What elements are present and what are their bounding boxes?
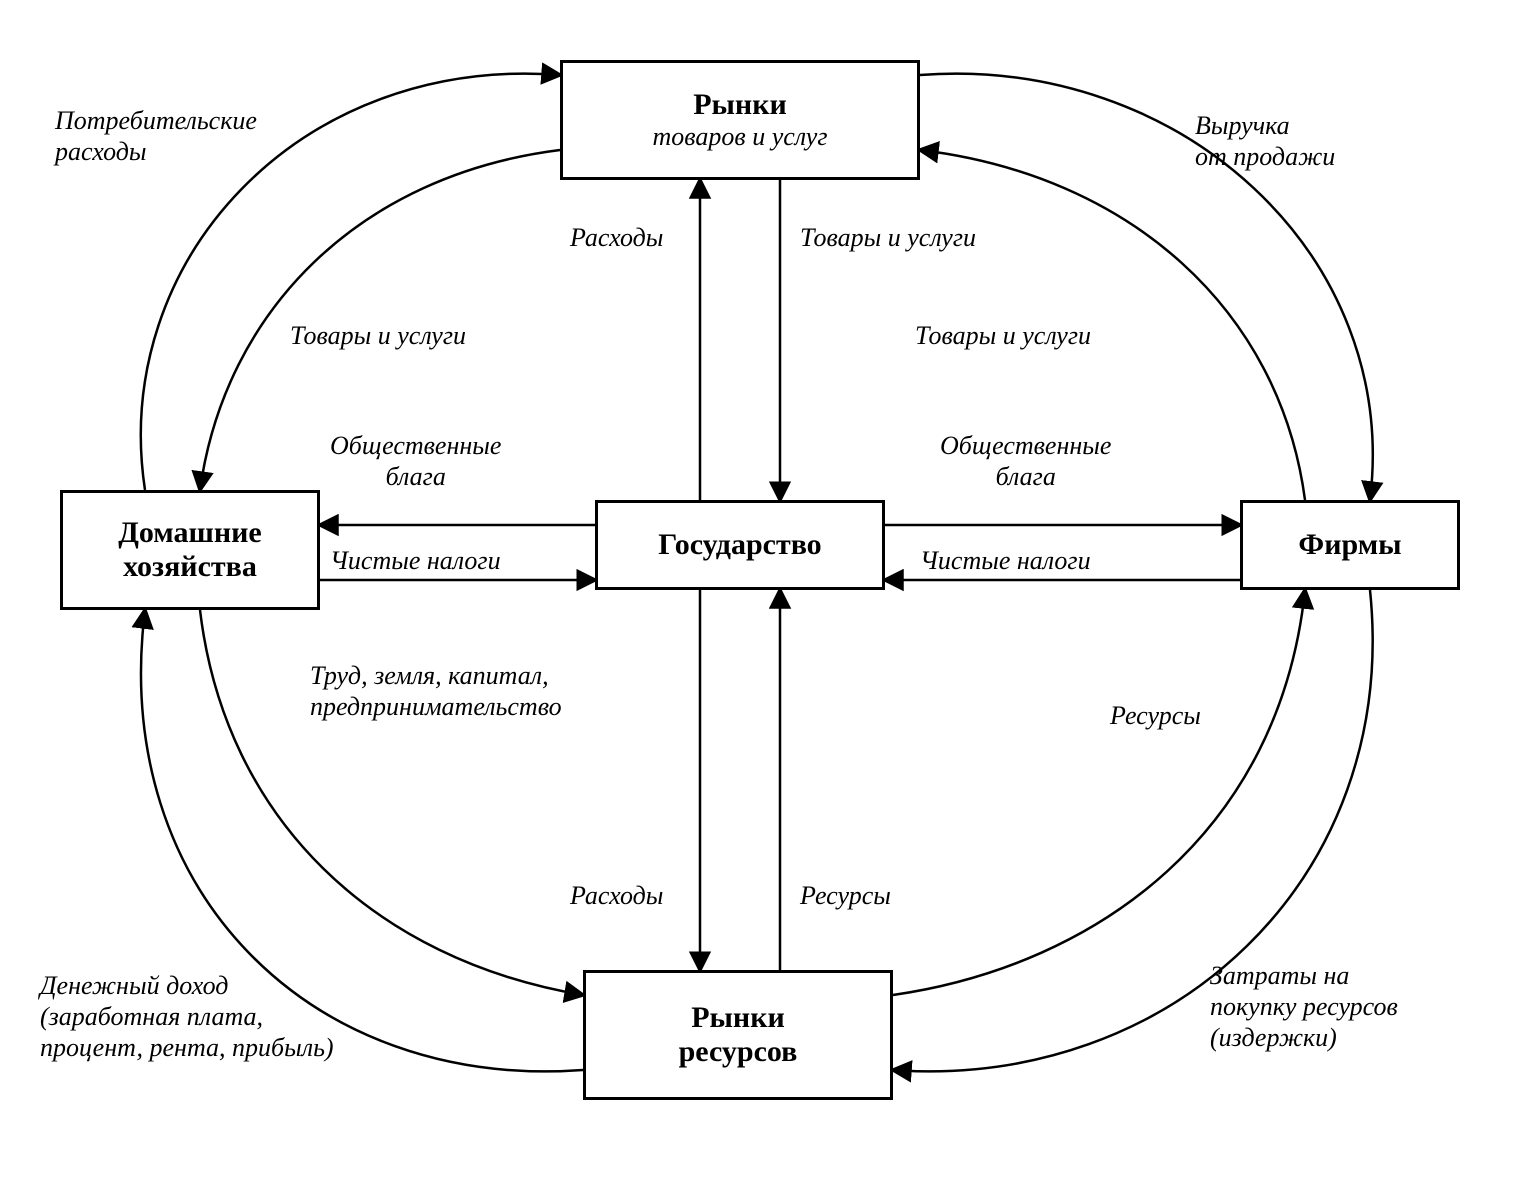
node-state: Государство (595, 500, 885, 590)
label-resources-bottom: Ресурсы (800, 880, 891, 911)
node-households: Домашние хозяйства (60, 490, 320, 610)
node-firms: Фирмы (1240, 500, 1460, 590)
label-consumer-spending: Потребительские расходы (55, 105, 257, 167)
node-households-title: Домашние хозяйства (63, 516, 317, 585)
node-state-title: Государство (598, 528, 882, 563)
label-public-goods-right: Общественные блага (940, 430, 1111, 492)
node-markets-resources: Рынки ресурсов (583, 970, 893, 1100)
node-markets-goods-subtitle: товаров и услуг (563, 122, 917, 152)
label-sales-revenue: Выручка от продажи (1195, 110, 1335, 172)
node-firms-title: Фирмы (1243, 528, 1457, 563)
label-expenses-bottom: Расходы (570, 880, 663, 911)
circular-flow-diagram: Рынки товаров и услуг Домашние хозяйства… (0, 0, 1527, 1188)
label-goods-services-right: Товары и услуги (915, 320, 1091, 351)
node-markets-goods-title: Рынки (563, 88, 917, 123)
label-money-income: Денежный доход (заработная плата, процен… (40, 970, 334, 1064)
label-expenses-top: Расходы (570, 222, 663, 253)
label-resources-right: Ресурсы (1110, 700, 1201, 731)
edge-resources-to-firms-inner (893, 590, 1305, 995)
label-labor-land: Труд, земля, капитал, предпринимательств… (310, 660, 562, 722)
label-goods-services-top-right: Товары и услуги (800, 222, 976, 253)
label-net-taxes-left: Чистые налоги (330, 545, 501, 576)
node-markets-goods: Рынки товаров и услуг (560, 60, 920, 180)
node-markets-resources-title: Рынки ресурсов (586, 1001, 890, 1070)
label-resource-costs: Затраты на покупку ресурсов (издержки) (1210, 960, 1398, 1054)
label-public-goods-left: Общественные блага (330, 430, 501, 492)
label-goods-services-left: Товары и услуги (290, 320, 466, 351)
label-net-taxes-right: Чистые налоги (920, 545, 1091, 576)
